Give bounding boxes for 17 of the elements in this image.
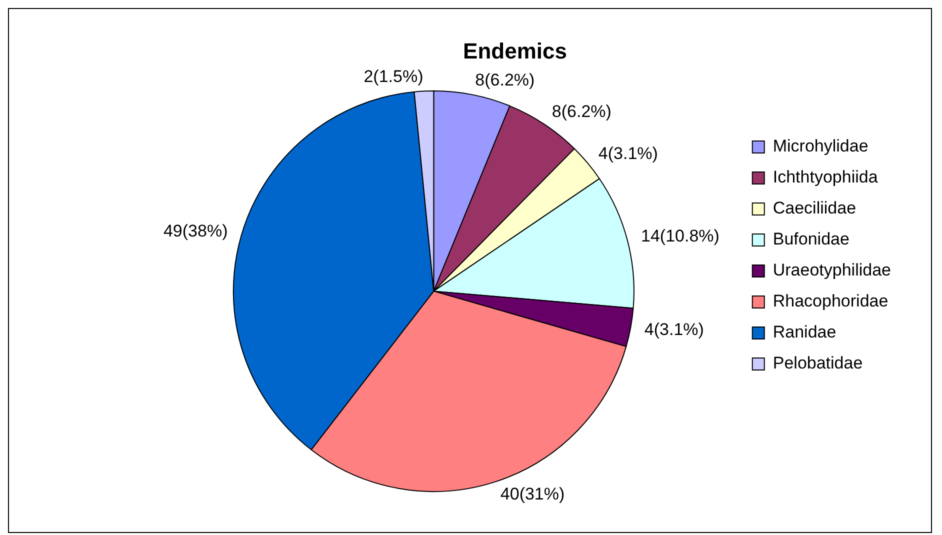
- legend-label: Ichthtyophiida: [772, 168, 878, 187]
- legend-label: Caeciliidae: [772, 198, 856, 218]
- chart-title: Endemics: [463, 38, 567, 64]
- legend-label: Rhacophoridae: [772, 292, 888, 311]
- data-label: 2(1.5%): [364, 66, 424, 86]
- data-label: 14(10.8%): [641, 226, 720, 246]
- legend-label: Ranidae: [772, 322, 836, 342]
- data-label: 4(3.1%): [644, 320, 704, 339]
- legend-label: Bufonidae: [772, 230, 850, 249]
- legend-label: Pelobatidae: [772, 354, 863, 373]
- data-label: 40(31%): [500, 484, 565, 504]
- data-label: 8(6.2%): [475, 70, 535, 90]
- legend-label: Uraeotyphilidae: [772, 260, 892, 280]
- data-label: 49(38%): [163, 222, 228, 241]
- data-label: 8(6.2%): [552, 102, 612, 122]
- data-label: 4(3.1%): [598, 144, 658, 163]
- legend-label: Microhylidae: [772, 136, 868, 156]
